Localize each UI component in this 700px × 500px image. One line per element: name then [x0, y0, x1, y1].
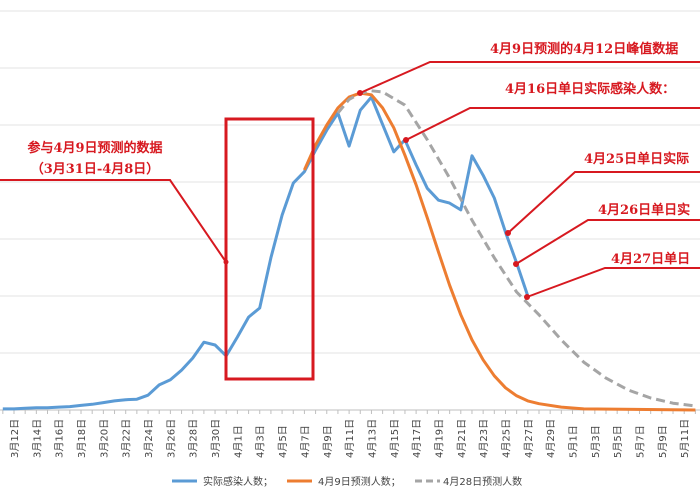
x-tick-label: 5月1日 — [568, 425, 580, 458]
x-axis-ticks: 3月12日 3月14日 3月16日 3月18日 3月20日 3月22日 3月24日 3月26日… — [2, 410, 696, 458]
x-tick-label: 3月16日 — [54, 419, 66, 458]
annotations: 参与4月9日预测的数据 （3月31日-4月8日） 4月9日预测的4月12日峰值数据 4… — [0, 41, 700, 381]
x-tick-label: 3月18日 — [76, 419, 88, 458]
x-tick-label: 4月5日 — [277, 425, 289, 458]
legend-label-2: 4月28日预测人数 — [443, 475, 522, 488]
x-tick-label: 3月22日 — [121, 419, 133, 458]
x-tick-label: 4月9日 — [322, 425, 334, 458]
annotation-label: 4月9日预测的4月12日峰值数据 — [490, 41, 678, 57]
annotation-dot — [223, 259, 229, 265]
annotation-label: 4月26日单日实 — [598, 202, 690, 218]
x-tick-label: 4月13日 — [366, 419, 378, 458]
annotation-dot — [524, 294, 530, 300]
x-tick-label: 4月15日 — [389, 419, 401, 458]
annotation-label: 参与4月9日预测的数据 — [27, 140, 162, 156]
annotation-dot — [505, 230, 511, 236]
x-tick-label: 3月24日 — [143, 419, 155, 458]
annotation-label: （3月31日-4月8日） — [31, 161, 160, 177]
annotation-leader — [405, 107, 700, 141]
x-tick-label: 4月7日 — [299, 425, 311, 458]
annotation-label: 4月16日单日实际感染人数： — [505, 81, 675, 97]
annotation-label: 4月27日单日 — [611, 251, 690, 267]
x-tick-label: 4月11日 — [344, 419, 356, 458]
x-tick-label: 4月21日 — [456, 419, 468, 458]
x-tick-label: 4月27日 — [523, 419, 535, 458]
x-tick-label: 5月5日 — [612, 425, 624, 458]
x-tick-label: 3月30日 — [210, 419, 222, 458]
series-lines — [2, 89, 696, 412]
annotation-leader — [526, 267, 700, 298]
x-tick-label: 3月12日 — [9, 419, 21, 458]
x-tick-label: 5月3日 — [590, 425, 602, 458]
legend-label-1: 4月9日预测人数； — [318, 475, 401, 488]
series-line-0 — [2, 95, 530, 411]
x-tick-label: 4月3日 — [255, 425, 267, 458]
annotation-dot — [513, 261, 519, 267]
x-tick-label: 3月20日 — [98, 419, 110, 458]
series-line-1 — [303, 91, 696, 412]
x-tick-label: 3月14日 — [31, 419, 43, 458]
x-tick-label: 5月11日 — [679, 419, 691, 458]
annotation-dot — [403, 137, 409, 143]
x-tick-label: 5月7日 — [635, 425, 647, 458]
annotation-leader — [359, 61, 700, 94]
x-tick-label: 4月23日 — [478, 419, 490, 458]
x-tick-label: 4月1日 — [232, 425, 244, 458]
x-tick-label: 3月26日 — [165, 419, 177, 458]
annotation-leader — [507, 171, 700, 234]
annotation-label: 4月25日单日实际 — [584, 151, 689, 167]
series-line-2 — [336, 89, 696, 408]
x-tick-label: 4月19日 — [433, 419, 445, 458]
x-tick-label: 3月28日 — [188, 419, 200, 458]
legend: 实际感染人数； 4月9日预测人数； 4月28日预测人数 — [172, 475, 522, 488]
x-tick-label: 4月25日 — [500, 419, 512, 458]
x-tick-label: 5月9日 — [657, 425, 669, 458]
highlight-box — [224, 117, 315, 381]
x-tick-label: 4月17日 — [411, 419, 423, 458]
annotation-dot — [357, 90, 363, 96]
annotation-leader — [515, 219, 700, 265]
legend-label-0: 实际感染人数； — [203, 475, 273, 488]
x-tick-label: 4月29日 — [545, 419, 557, 458]
gridlines — [0, 10, 700, 411]
annotation-leader — [0, 179, 227, 263]
